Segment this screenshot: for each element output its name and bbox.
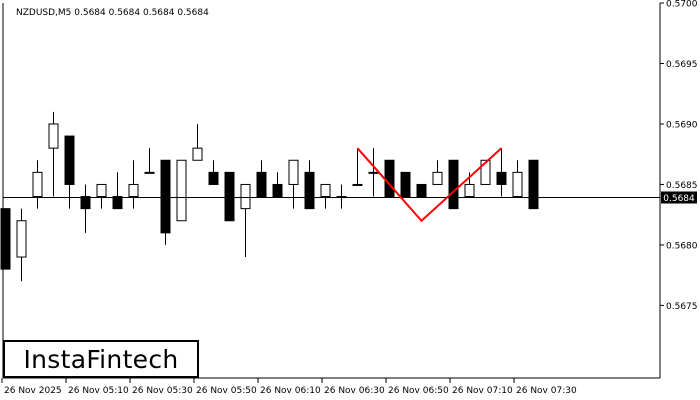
candle-body-bearish (224, 171, 235, 222)
candle-body-bearish (112, 196, 123, 210)
candle (528, 159, 539, 210)
candle-body-bullish (32, 171, 43, 198)
candle-body-bearish (160, 159, 171, 234)
candle (32, 160, 43, 209)
candle-body-bullish (128, 183, 139, 198)
candle-body-bearish (272, 183, 283, 198)
candle-body-bullish (288, 159, 299, 185)
candle-body-bullish (96, 183, 107, 198)
candle-body-bearish (208, 171, 219, 185)
y-tick-label: 0.5690 (666, 120, 698, 130)
candle-body-bearish (400, 171, 411, 198)
candle (48, 111, 59, 197)
candle (448, 159, 459, 210)
candle-body-bullish (16, 220, 27, 258)
instafintech-logo: InstaFintech (3, 340, 199, 378)
candle (160, 159, 171, 245)
current-price-label: 0.5684 (663, 194, 695, 204)
candle (288, 159, 299, 209)
x-axis: 26 Nov 2025 26 Nov 05:10 26 Nov 05:30 26 No… (1, 378, 577, 396)
candle-body-bearish (416, 183, 427, 198)
candle (256, 160, 267, 198)
candle (272, 172, 283, 198)
x-tick-label: 26 Nov 07:30 (516, 386, 577, 396)
current-price-tag-bg (661, 191, 697, 204)
y-tick-label: 0.5675 (666, 302, 698, 312)
logo-text: InstaFintech (23, 344, 179, 374)
x-tick-label: 26 Nov 2025 (4, 386, 62, 396)
x-tick-label: 26 Nov 05:30 (132, 386, 193, 396)
candle-body-bullish (320, 183, 331, 198)
y-axis: 0.5700 0.5695 0.5690 0.5685 0.5680 0.5675 (660, 0, 698, 312)
y-tick-label: 0.5695 (666, 60, 698, 70)
candle (240, 183, 251, 258)
candle (96, 183, 107, 209)
candle-body-bearish (256, 171, 267, 198)
candle (224, 171, 235, 222)
candle (64, 135, 75, 209)
candle (176, 159, 187, 222)
candle-body-bearish (448, 159, 459, 210)
candle-body-bearish (528, 159, 539, 210)
candle-body-bullish (48, 123, 59, 149)
y-tick-label: 0.5680 (666, 241, 698, 251)
candle-body-bullish (352, 183, 363, 186)
candle (400, 171, 411, 198)
candle-body-bearish (80, 196, 91, 210)
candle (496, 148, 507, 197)
y-tick-label: 0.5685 (666, 181, 698, 191)
x-tick-label: 26 Nov 05:50 (196, 386, 257, 396)
candle-body-bullish (464, 183, 475, 198)
candle (480, 159, 491, 185)
candle (384, 159, 395, 198)
candle-body-bearish (64, 135, 75, 185)
candle (432, 160, 443, 185)
candle-body-bullish (192, 147, 203, 161)
candles-layer (0, 111, 539, 282)
candle-body-bearish (304, 171, 315, 210)
candle-body-bullish (432, 171, 443, 185)
candle (144, 148, 155, 174)
x-tick-label: 26 Nov 06:50 (388, 386, 449, 396)
x-tick-label: 26 Nov 06:10 (260, 386, 321, 396)
candle (128, 160, 139, 209)
candle (320, 183, 331, 209)
x-tick-label: 26 Nov 07:10 (452, 386, 513, 396)
current-price-tag: 0.5684 (661, 191, 697, 204)
candle-body-bearish (384, 159, 395, 198)
symbol-ohlc-title: NZDUSD,M5 0.5684 0.5684 0.5684 0.5684 (16, 8, 209, 18)
candle (304, 160, 315, 210)
double-top-pattern-line (356, 147, 503, 223)
candle (16, 208, 27, 282)
candle-body-bearish (0, 208, 11, 270)
candle-body-bullish (480, 159, 491, 185)
y-tick-label: 0.5700 (666, 0, 698, 10)
candle (512, 160, 523, 198)
candle (208, 160, 219, 185)
candle-body-bearish (496, 171, 507, 185)
candle (0, 208, 11, 270)
x-tick-label: 26 Nov 06:30 (324, 386, 385, 396)
candle (352, 148, 363, 186)
candle-body-bullish (176, 159, 187, 222)
candle (80, 184, 91, 233)
candle-body-bullish (368, 171, 379, 174)
candle (192, 123, 203, 161)
candle-body-bullish (144, 171, 155, 174)
candle-body-bullish (512, 171, 523, 198)
candle-body-bullish (240, 183, 251, 210)
x-tick-label: 26 Nov 05:10 (68, 386, 129, 396)
candle (112, 172, 123, 210)
candle (416, 183, 427, 198)
